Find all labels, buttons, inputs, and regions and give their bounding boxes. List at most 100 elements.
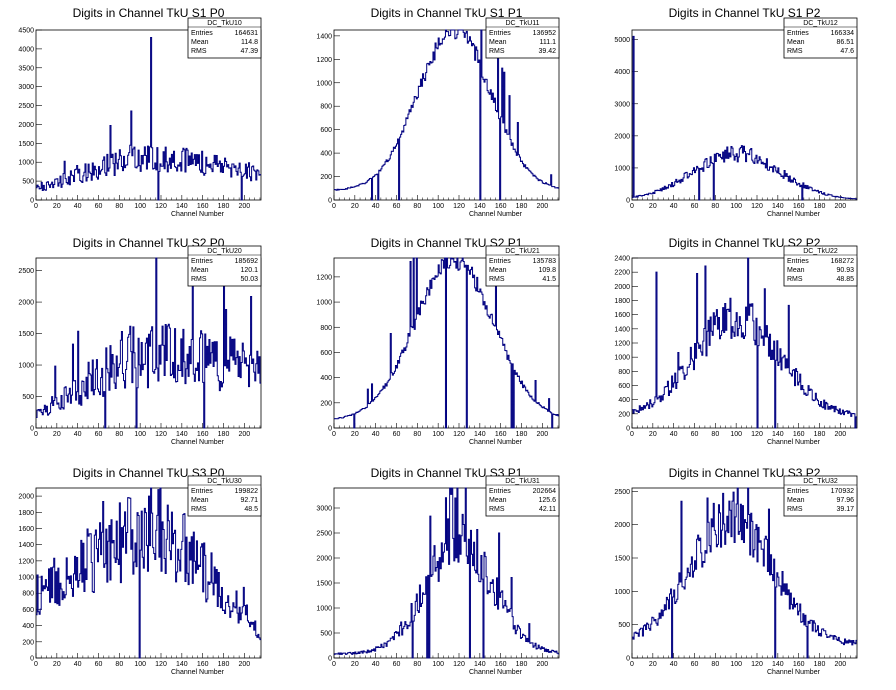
stats-label: RMS — [787, 506, 803, 513]
x-tick-label: 180 — [516, 431, 528, 438]
x-tick-label: 40 — [372, 661, 380, 668]
y-tick-label: 400 — [618, 397, 630, 404]
stats-value: 111.1 — [540, 39, 557, 46]
stats-name: DC_TkU31 — [505, 478, 540, 485]
stats-label: Mean — [787, 497, 805, 504]
stats-box — [187, 17, 262, 59]
x-tick-label: 140 — [474, 431, 486, 438]
y-tick-label: 0 — [328, 426, 332, 433]
y-tick-label: 0 — [30, 198, 34, 205]
stats-value: 97.96 — [836, 497, 854, 504]
x-tick-label: 40 — [372, 203, 380, 210]
x-tick-label: 120 — [453, 661, 465, 668]
stats-box — [485, 475, 560, 517]
stats-label: RMS — [191, 276, 207, 283]
stats-label: Entries — [489, 30, 511, 37]
stats-name: DC_TkU22 — [803, 248, 838, 255]
x-tick-label: 80 — [115, 203, 123, 210]
x-tick-label: 100 — [134, 203, 146, 210]
panel-title: Digits in Channel TkU S2 P0 — [73, 236, 225, 250]
x-tick-label: 200 — [238, 431, 250, 438]
y-tick-label: 1500 — [614, 556, 630, 563]
stats-value: 92.71 — [240, 497, 258, 504]
x-tick-label: 180 — [218, 431, 230, 438]
x-tick-label: 0 — [630, 431, 634, 438]
y-tick-label: 0 — [30, 426, 34, 433]
x-tick-label: 100 — [730, 661, 742, 668]
x-tick-label: 140 — [176, 431, 188, 438]
stats-name: DC_TkU11 — [505, 20, 539, 27]
x-tick-label: 0 — [34, 661, 38, 668]
y-tick-label: 0 — [626, 198, 630, 205]
x-tick-label: 40 — [74, 203, 82, 210]
x-tick-label: 180 — [814, 203, 826, 210]
x-tick-label: 0 — [332, 431, 336, 438]
x-tick-label: 160 — [495, 661, 507, 668]
y-tick-label: 800 — [320, 104, 332, 111]
stats-name: DC_TkU20 — [207, 248, 242, 255]
y-tick-label: 2000 — [18, 122, 34, 129]
panel-title: Digits in Channel TkU S3 P2 — [669, 466, 821, 480]
stats-value: 48.5 — [244, 506, 258, 513]
x-tick-label: 160 — [197, 661, 209, 668]
stats-value: 48.85 — [836, 276, 854, 283]
stats-value: 109.8 — [538, 267, 556, 274]
y-tick-label: 1500 — [316, 581, 332, 588]
stats-label: Entries — [191, 488, 213, 495]
y-tick-label: 0 — [328, 656, 332, 663]
y-tick-label: 2000 — [316, 556, 332, 563]
x-tick-label: 0 — [630, 661, 634, 668]
x-tick-label: 200 — [238, 203, 250, 210]
x-tick-label: 200 — [536, 203, 548, 210]
y-tick-label: 1800 — [614, 298, 630, 305]
stats-label: Mean — [489, 39, 507, 46]
stats-value: 164631 — [235, 30, 258, 37]
x-tick-label: 200 — [536, 431, 548, 438]
x-tick-label: 160 — [495, 203, 507, 210]
y-tick-label: 5000 — [614, 37, 630, 44]
y-tick-label: 2500 — [18, 268, 34, 275]
y-tick-label: 600 — [22, 607, 34, 614]
x-axis-label: Channel Number — [767, 211, 821, 218]
stats-value: 199822 — [235, 488, 258, 495]
stats-label: Mean — [191, 39, 209, 46]
y-tick-label: 500 — [618, 622, 630, 629]
stats-label: Mean — [787, 39, 805, 46]
x-tick-label: 60 — [393, 431, 401, 438]
x-axis-label: Channel Number — [767, 439, 821, 446]
histogram-panel: Digits in Channel TkU S2 P0 0 20 40 60 80 100 1… — [18, 236, 262, 446]
histogram-panel: Digits in Channel TkU S1 P1 0 20 40 60 80 100 1… — [316, 6, 560, 218]
x-tick-label: 20 — [649, 431, 657, 438]
x-tick-label: 160 — [495, 431, 507, 438]
histogram-panel: Digits in Channel TkU S2 P1 0 20 40 60 80 100 1… — [316, 236, 560, 446]
x-tick-label: 120 — [751, 661, 763, 668]
x-tick-label: 120 — [453, 431, 465, 438]
x-tick-label: 0 — [630, 203, 634, 210]
x-tick-label: 200 — [834, 431, 846, 438]
y-tick-label: 4000 — [18, 46, 34, 53]
plot-frame — [35, 29, 262, 201]
x-tick-label: 40 — [670, 661, 678, 668]
x-tick-label: 80 — [413, 203, 421, 210]
x-tick-label: 60 — [393, 203, 401, 210]
x-tick-label: 20 — [351, 203, 359, 210]
x-tick-label: 60 — [95, 431, 103, 438]
histogram-panel: Digits in Channel TkU S1 P2 0 20 40 60 80 100 1… — [614, 6, 858, 218]
y-tick-label: 800 — [22, 591, 34, 598]
x-tick-label: 140 — [474, 203, 486, 210]
y-tick-label: 0 — [626, 656, 630, 663]
y-tick-label: 1000 — [614, 165, 630, 172]
x-tick-label: 60 — [95, 203, 103, 210]
x-tick-label: 140 — [176, 203, 188, 210]
y-tick-label: 1000 — [18, 575, 34, 582]
stats-box — [187, 475, 262, 517]
y-tick-label: 1000 — [614, 589, 630, 596]
x-tick-label: 120 — [751, 431, 763, 438]
stats-box — [485, 17, 560, 59]
stats-name: DC_TkU32 — [803, 478, 838, 485]
x-tick-label: 120 — [453, 203, 465, 210]
x-tick-label: 80 — [413, 661, 421, 668]
y-tick-label: 2000 — [18, 494, 34, 501]
panel-title: Digits in Channel TkU S3 P0 — [73, 466, 225, 480]
x-tick-label: 180 — [516, 203, 528, 210]
